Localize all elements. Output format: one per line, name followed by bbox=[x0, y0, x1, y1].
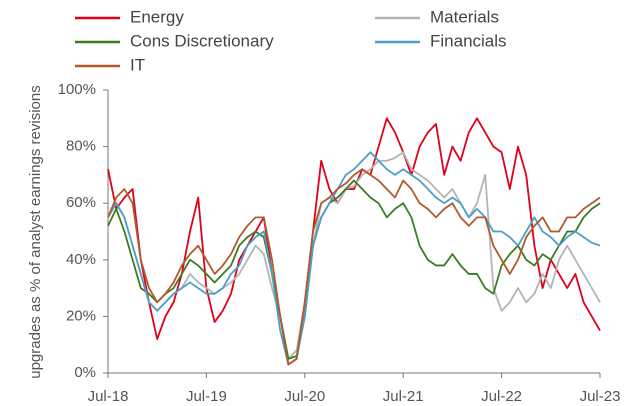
series-line bbox=[107, 151, 601, 366]
legend-label: Energy bbox=[130, 7, 184, 26]
x-tick-label: Jul-18 bbox=[88, 388, 129, 405]
series-line bbox=[107, 117, 601, 366]
y-tick-label: 60% bbox=[66, 194, 96, 211]
x-tick-label: Jul-23 bbox=[580, 388, 621, 405]
legend-label: Financials bbox=[430, 31, 507, 50]
series-line bbox=[107, 168, 601, 366]
y-tick-label: 100% bbox=[58, 81, 96, 98]
legend-label: Cons Discretionary bbox=[130, 31, 274, 50]
y-axis-label: upgrades as % of analyst earnings revisi… bbox=[27, 85, 44, 379]
y-tick-label: 40% bbox=[66, 251, 96, 268]
y-tick-label: 20% bbox=[66, 307, 96, 324]
legend-label: Materials bbox=[430, 7, 499, 26]
series-line bbox=[107, 151, 601, 360]
x-tick-label: Jul-21 bbox=[383, 388, 424, 405]
legend-label: IT bbox=[130, 55, 145, 74]
x-tick-label: Jul-20 bbox=[284, 388, 325, 405]
y-tick-label: 80% bbox=[66, 138, 96, 155]
x-tick-label: Jul-19 bbox=[186, 388, 227, 405]
y-tick-label: 0% bbox=[74, 364, 96, 381]
x-tick-label: Jul-22 bbox=[481, 388, 522, 405]
